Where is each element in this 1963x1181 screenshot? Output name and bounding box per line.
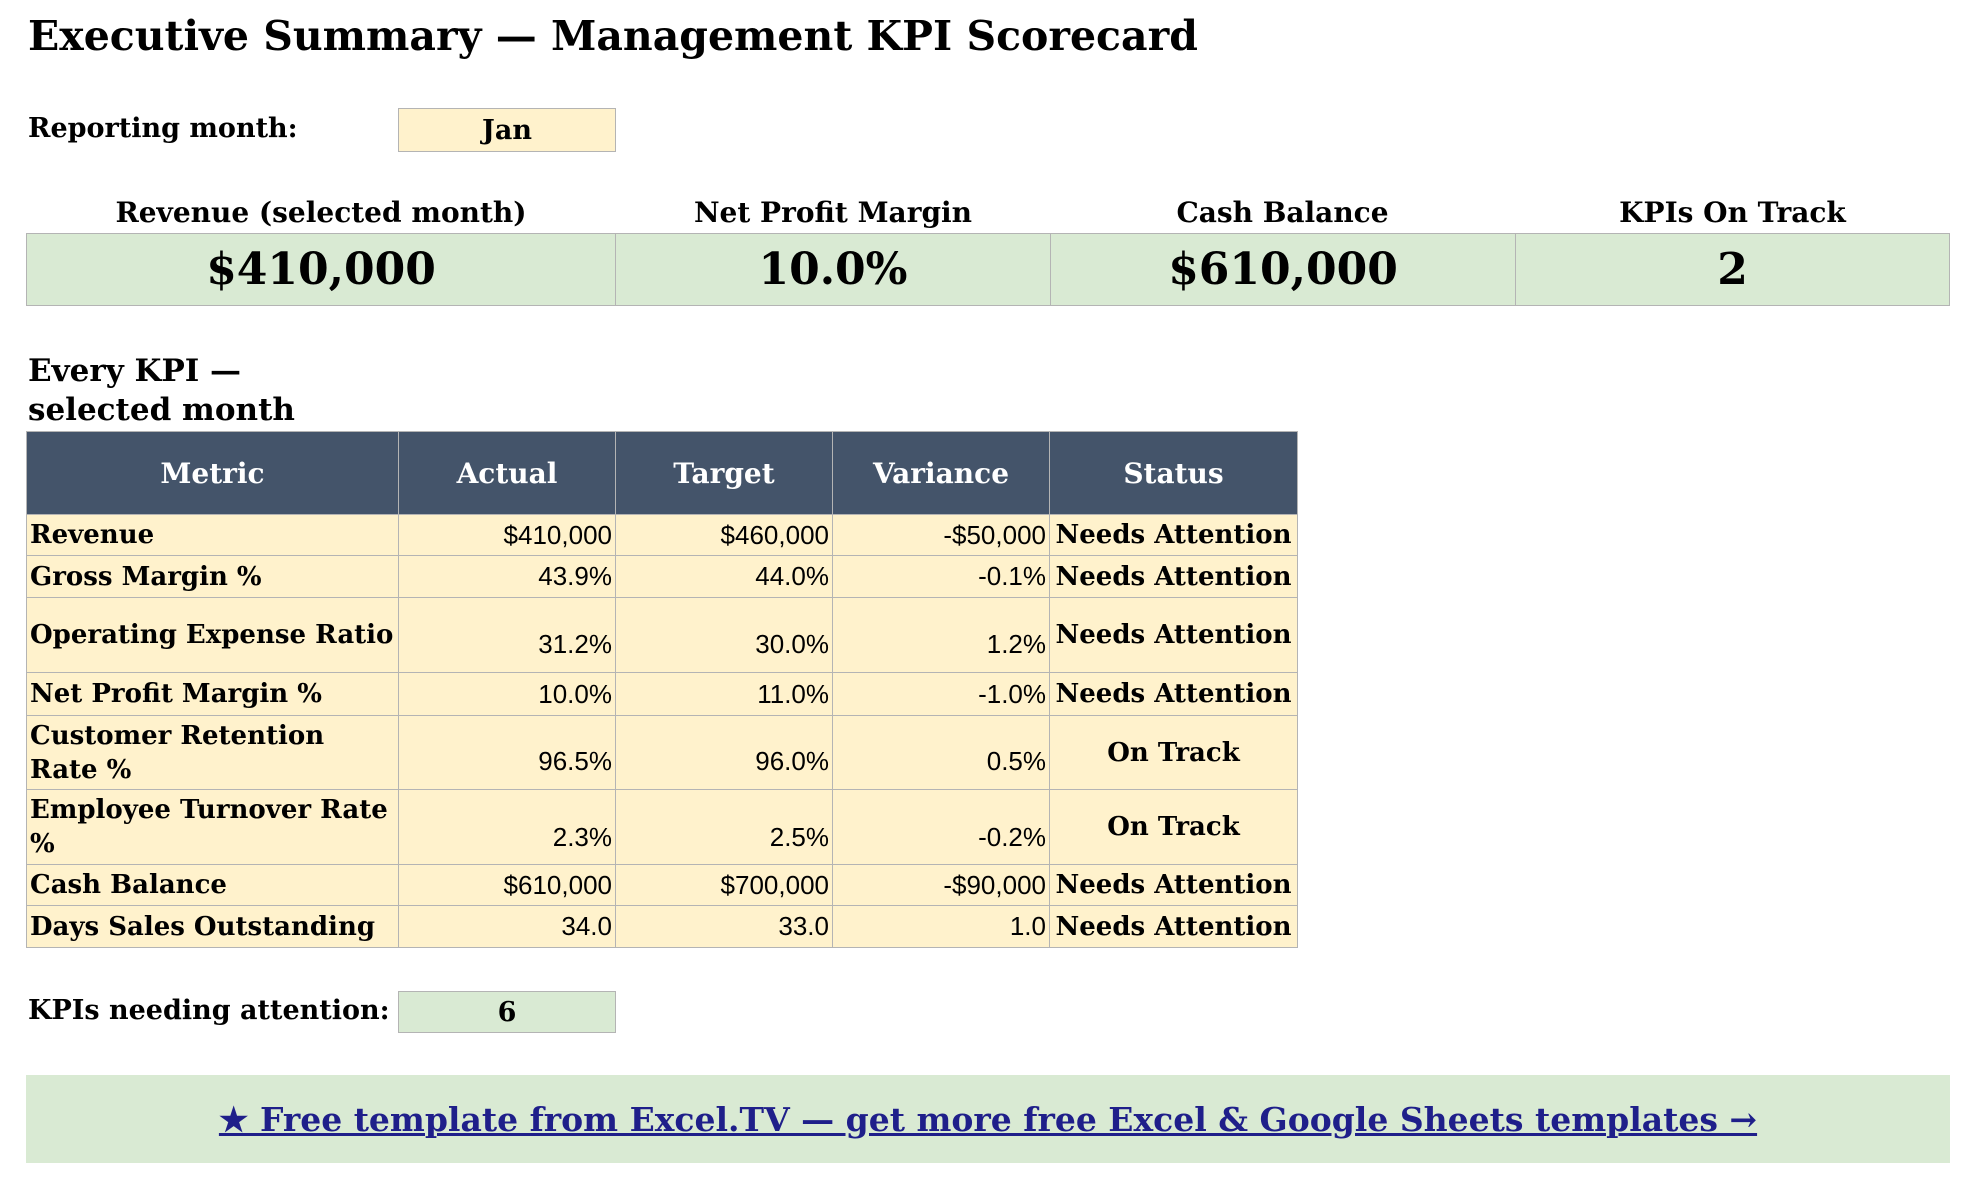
table-row: Net Profit Margin % 10.0% 11.0% -1.0% Ne… <box>26 672 1298 716</box>
attention-label: KPIs needing attention: <box>28 995 390 1026</box>
table-row: Employee Turnover Rate % 2.3% 2.5% -0.2%… <box>26 789 1298 865</box>
metric-cell: Net Profit Margin % <box>26 672 399 716</box>
target-cell[interactable]: 33.0 <box>615 905 833 948</box>
actual-cell[interactable]: $410,000 <box>398 514 616 556</box>
variance-cell: 1.2% <box>832 597 1050 673</box>
variance-cell: -$90,000 <box>832 864 1050 906</box>
table-row: Gross Margin % 43.9% 44.0% -0.1% Needs A… <box>26 555 1298 598</box>
status-cell: Needs Attention <box>1049 905 1298 948</box>
actual-cell[interactable]: $610,000 <box>398 864 616 906</box>
target-cell[interactable]: 11.0% <box>615 672 833 716</box>
metric-cell: Days Sales Outstanding <box>26 905 399 948</box>
kpi-table: Metric Actual Target Variance Status Rev… <box>26 431 1298 948</box>
table-row: Customer Retention Rate % 96.5% 96.0% 0.… <box>26 715 1298 790</box>
variance-cell: -1.0% <box>832 672 1050 716</box>
actual-cell[interactable]: 43.9% <box>398 555 616 598</box>
kpi-section-title: Every KPI — selected month <box>28 353 295 428</box>
header-metric: Metric <box>26 431 399 515</box>
reporting-month-label: Reporting month: <box>28 113 298 144</box>
metric-cell: Customer Retention Rate % <box>26 715 399 790</box>
attention-count-value: 6 <box>398 991 616 1033</box>
target-cell[interactable]: 96.0% <box>615 715 833 790</box>
card-revenue-label: Revenue (selected month) <box>115 196 527 229</box>
promo-banner: ★ Free template from Excel.TV — get more… <box>26 1075 1950 1163</box>
variance-cell: -0.2% <box>832 789 1050 865</box>
status-cell: On Track <box>1049 789 1298 865</box>
metric-cell: Operating Expense Ratio <box>26 597 399 673</box>
target-cell[interactable]: 44.0% <box>615 555 833 598</box>
variance-cell: 1.0 <box>832 905 1050 948</box>
card-net-profit-margin-value: 10.0% <box>615 233 1051 306</box>
reporting-month-input[interactable]: Jan <box>398 108 616 152</box>
status-cell: On Track <box>1049 715 1298 790</box>
free-templates-link[interactable]: ★ Free template from Excel.TV — get more… <box>218 1099 1758 1139</box>
card-cash-balance-value: $610,000 <box>1050 233 1516 306</box>
variance-cell: -$50,000 <box>832 514 1050 556</box>
header-target: Target <box>615 431 833 515</box>
metric-cell: Gross Margin % <box>26 555 399 598</box>
status-cell: Needs Attention <box>1049 514 1298 556</box>
actual-cell[interactable]: 2.3% <box>398 789 616 865</box>
table-row: Days Sales Outstanding 34.0 33.0 1.0 Nee… <box>26 905 1298 948</box>
card-revenue-value: $410,000 <box>26 233 616 306</box>
header-variance: Variance <box>832 431 1050 515</box>
table-row: Cash Balance $610,000 $700,000 -$90,000 … <box>26 864 1298 906</box>
card-kpis-on-track-label: KPIs On Track <box>1619 196 1846 229</box>
actual-cell[interactable]: 31.2% <box>398 597 616 673</box>
table-row: Operating Expense Ratio 31.2% 30.0% 1.2%… <box>26 597 1298 673</box>
status-cell: Needs Attention <box>1049 597 1298 673</box>
target-cell[interactable]: $460,000 <box>615 514 833 556</box>
header-status: Status <box>1049 431 1298 515</box>
variance-cell: -0.1% <box>832 555 1050 598</box>
actual-cell[interactable]: 34.0 <box>398 905 616 948</box>
status-cell: Needs Attention <box>1049 864 1298 906</box>
table-row: Revenue $410,000 $460,000 -$50,000 Needs… <box>26 514 1298 556</box>
actual-cell[interactable]: 96.5% <box>398 715 616 790</box>
metric-cell: Cash Balance <box>26 864 399 906</box>
target-cell[interactable]: $700,000 <box>615 864 833 906</box>
card-kpis-on-track-value: 2 <box>1515 233 1950 306</box>
metric-cell: Revenue <box>26 514 399 556</box>
card-net-profit-margin-label: Net Profit Margin <box>693 196 973 229</box>
metric-cell: Employee Turnover Rate % <box>26 789 399 865</box>
variance-cell: 0.5% <box>832 715 1050 790</box>
actual-cell[interactable]: 10.0% <box>398 672 616 716</box>
kpi-table-header-row: Metric Actual Target Variance Status <box>26 431 1298 515</box>
target-cell[interactable]: 30.0% <box>615 597 833 673</box>
target-cell[interactable]: 2.5% <box>615 789 833 865</box>
header-actual: Actual <box>398 431 616 515</box>
card-cash-balance-label: Cash Balance <box>1176 196 1389 229</box>
page-title: Executive Summary — Management KPI Score… <box>28 12 1198 60</box>
status-cell: Needs Attention <box>1049 672 1298 716</box>
status-cell: Needs Attention <box>1049 555 1298 598</box>
